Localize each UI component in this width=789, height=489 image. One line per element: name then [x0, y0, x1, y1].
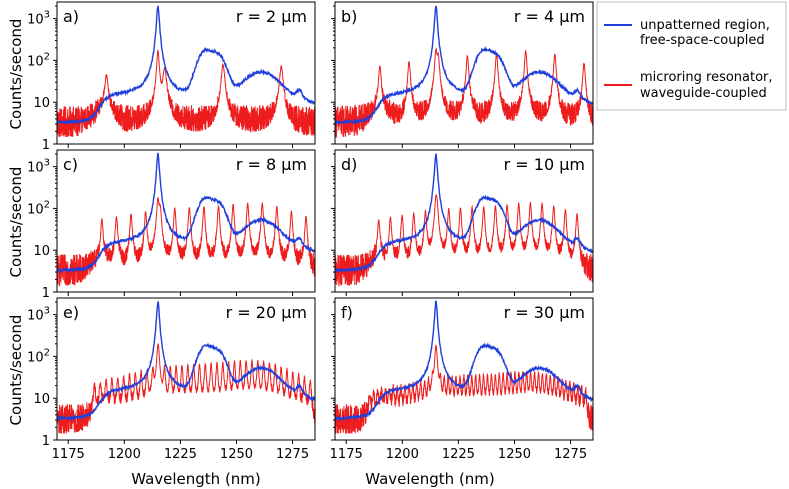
panel-letter: e): [63, 303, 79, 322]
y-tick-label-base: 10: [27, 13, 44, 28]
unpatterned-spectrum-line: [57, 5, 315, 125]
y-tick-label-base: 10: [27, 54, 44, 69]
legend: unpatterned region, free-space-coupled m…: [596, 1, 787, 111]
y-tick-label-base: 10: [33, 96, 50, 111]
unpatterned-spectrum-line: [335, 5, 593, 126]
y-tick-label: 102: [27, 199, 50, 217]
x-axis-label-right: Wavelength (nm): [365, 470, 495, 488]
legend-label-unpatterned-line1: unpatterned region,: [640, 18, 770, 33]
panel-radius-label: r = 30 μm: [504, 303, 585, 322]
y-tick-label-exponent: 3: [44, 158, 50, 169]
x-axis-label-left: Wavelength (nm): [131, 470, 261, 488]
panel-radius-label: r = 8 μm: [236, 155, 307, 174]
panel-radius-label: r = 20 μm: [226, 303, 307, 322]
y-tick-label-base: 10: [27, 350, 44, 365]
panel-4: d) r = 10 μm: [331, 149, 594, 296]
panel-radius-label: r = 4 μm: [514, 7, 585, 26]
x-tick-label: 1200: [386, 447, 419, 462]
y-tick-label-base: 10: [27, 309, 44, 324]
panel-radius-label: r = 2 μm: [236, 7, 307, 26]
panel-letter: d): [341, 155, 357, 174]
y-tick-label: 1: [42, 286, 50, 301]
microring-spectrum-line: [57, 197, 315, 287]
y-tick-label-base: 1: [42, 286, 50, 301]
y-tick-label-exponent: 2: [44, 199, 50, 210]
legend-label-microring-line2: waveguide-coupled: [640, 86, 767, 101]
panel-letter: f): [341, 303, 353, 322]
microring-spectrum-line: [335, 344, 593, 434]
y-tick-label-exponent: 2: [44, 347, 50, 358]
y-tick-label-base: 10: [33, 392, 50, 407]
y-axis-label-bottom: Counts/second: [7, 315, 25, 426]
y-axis-label-top: Counts/second: [7, 19, 25, 130]
microring-spectrum-line: [335, 194, 593, 287]
y-tick-label-base: 10: [33, 244, 50, 259]
unpatterned-spectrum-line: [335, 300, 593, 422]
y-axis-label-middle: Counts/second: [7, 167, 25, 278]
panel-6: 1175 1200 1225 1250 1275 f) r = 30 μm: [330, 297, 594, 462]
y-tick-label: 103: [27, 10, 50, 28]
y-tick-label: 102: [27, 347, 50, 365]
y-tick-label: 1: [42, 138, 50, 153]
y-tick-label-base: 10: [27, 202, 44, 217]
y-tick-label-exponent: 2: [44, 51, 50, 62]
panel-letter: a): [63, 7, 79, 26]
x-tick-label: 1250: [220, 447, 253, 462]
legend-label-unpatterned-line2: free-space-coupled: [640, 33, 765, 48]
y-tick-label: 103: [27, 306, 50, 324]
microring-spectrum-line: [57, 49, 315, 137]
panel-2: b) r = 4 μm: [331, 1, 594, 148]
x-tick-label: 1175: [52, 447, 85, 462]
y-tick-label-base: 1: [42, 434, 50, 449]
panel-letter: b): [341, 7, 357, 26]
y-tick-label: 10: [33, 244, 50, 259]
x-tick-label: 1275: [554, 447, 587, 462]
unpatterned-spectrum-line: [57, 300, 315, 422]
x-tick-label: 1225: [164, 447, 197, 462]
y-tick-label-exponent: 3: [44, 306, 50, 317]
y-tick-label-base: 10: [27, 161, 44, 176]
legend-label-microring-line1: microring resonator,: [640, 70, 773, 85]
x-tick-label: 1175: [330, 447, 363, 462]
x-tick-label: 1200: [108, 447, 141, 462]
legend-frame: [596, 1, 787, 111]
y-tick-label: 10: [33, 96, 50, 111]
x-tick-label: 1275: [276, 447, 309, 462]
microring-spectrum-line: [335, 47, 593, 139]
panel-letter: c): [63, 155, 78, 174]
y-tick-label: 103: [27, 158, 50, 176]
y-tick-label: 102: [27, 51, 50, 69]
unpatterned-spectrum-line: [335, 153, 593, 275]
panel-radius-label: r = 10 μm: [504, 155, 585, 174]
y-tick-label: 10: [33, 392, 50, 407]
microring-spectrum-line: [57, 342, 315, 434]
x-tick-label: 1225: [442, 447, 475, 462]
unpatterned-spectrum-line: [57, 152, 315, 275]
y-tick-label-base: 1: [42, 138, 50, 153]
y-tick-label-exponent: 3: [44, 10, 50, 21]
y-tick-label: 1: [42, 434, 50, 449]
x-tick-label: 1250: [498, 447, 531, 462]
